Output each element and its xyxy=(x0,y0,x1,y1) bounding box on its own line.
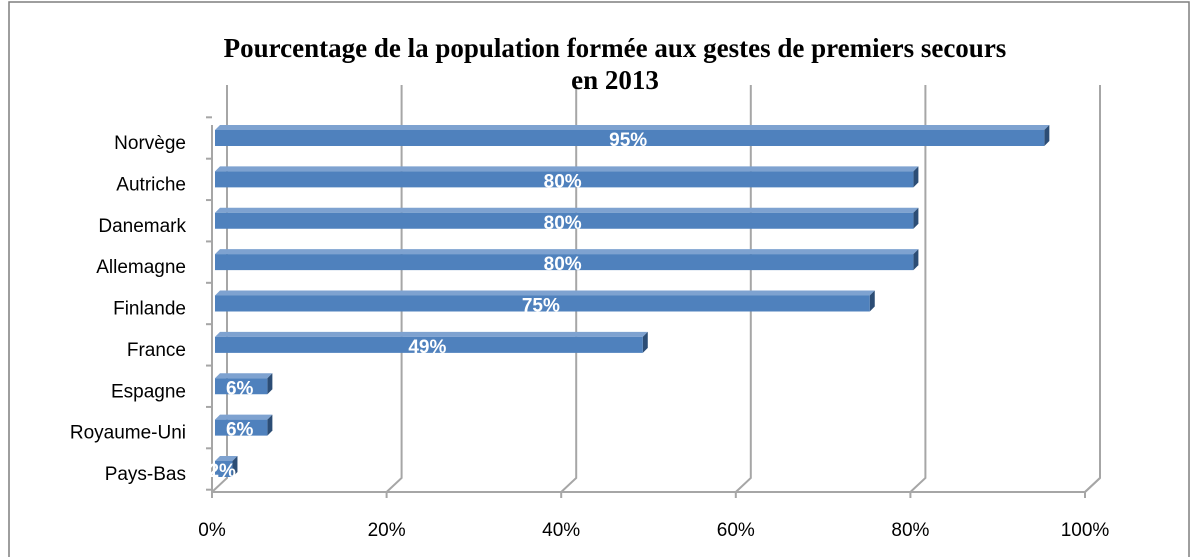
bar-face xyxy=(215,414,273,420)
value-label: 95% xyxy=(609,130,647,151)
bar-face xyxy=(913,207,919,229)
bar xyxy=(215,290,875,312)
x-tick-label: 40% xyxy=(542,520,580,541)
x-tick-label: 20% xyxy=(368,520,406,541)
bar-face xyxy=(913,166,919,188)
bar-face xyxy=(215,166,919,172)
bar-face xyxy=(913,249,919,271)
bar-face xyxy=(215,171,914,188)
bar-face xyxy=(215,336,643,353)
bar xyxy=(215,456,238,477)
bar xyxy=(215,331,648,353)
value-label: 80% xyxy=(544,213,582,234)
y-tick-label: Norvège xyxy=(114,133,186,154)
bar-face xyxy=(215,461,233,477)
grid-line xyxy=(560,85,578,493)
bar-face xyxy=(642,331,648,353)
bar-face xyxy=(215,130,1045,146)
y-tick-label: Royaume-Uni xyxy=(70,423,186,444)
value-label: 6% xyxy=(226,378,254,399)
bar xyxy=(215,249,919,271)
value-label: 2% xyxy=(208,461,236,482)
bar-face xyxy=(215,373,273,379)
y-tick-label: Allemagne xyxy=(96,257,186,278)
grid-line xyxy=(909,85,927,493)
bar-face xyxy=(215,456,238,461)
bar-face xyxy=(215,125,1050,130)
bar-face xyxy=(267,373,273,395)
bar-face xyxy=(869,290,875,312)
grid-line xyxy=(385,85,403,493)
y-tick-label: France xyxy=(127,340,186,361)
y-tick-label: Danemark xyxy=(98,216,186,237)
bar-face xyxy=(215,207,919,213)
bar-face xyxy=(232,456,238,477)
bar-face xyxy=(215,378,268,395)
bar-face xyxy=(215,419,268,436)
bar xyxy=(215,207,919,229)
bar xyxy=(215,414,273,436)
bar-face xyxy=(215,212,914,229)
value-label: 49% xyxy=(408,337,446,358)
grid-line xyxy=(1084,85,1101,493)
bar xyxy=(215,166,919,188)
y-tick-label: Espagne xyxy=(111,381,186,402)
x-tick-label: 0% xyxy=(198,520,226,541)
y-tick-label: Autriche xyxy=(116,174,186,195)
bar-face xyxy=(215,290,875,296)
value-label: 75% xyxy=(522,296,560,317)
y-tick-label: Pays-Bas xyxy=(105,464,186,485)
bar-face xyxy=(215,295,870,312)
floor xyxy=(212,477,1101,493)
value-label: 80% xyxy=(544,171,582,192)
x-tick-label: 100% xyxy=(1061,520,1110,541)
x-tick-label: 80% xyxy=(891,520,929,541)
value-label: 6% xyxy=(226,420,254,441)
chart-border xyxy=(8,1,1190,557)
y-tick-label: Finlande xyxy=(113,299,186,320)
bar-face xyxy=(267,414,273,436)
bar-face xyxy=(1044,125,1050,146)
bar-face xyxy=(215,249,919,255)
x-tick-label: 60% xyxy=(717,520,755,541)
grid-line xyxy=(735,85,752,493)
bar xyxy=(215,125,1050,146)
bar-face xyxy=(215,254,914,271)
bar xyxy=(215,373,273,395)
chart-title: Pourcentage de la population formée aux … xyxy=(223,33,1007,95)
bar-face xyxy=(215,331,648,337)
value-label: 80% xyxy=(544,254,582,275)
